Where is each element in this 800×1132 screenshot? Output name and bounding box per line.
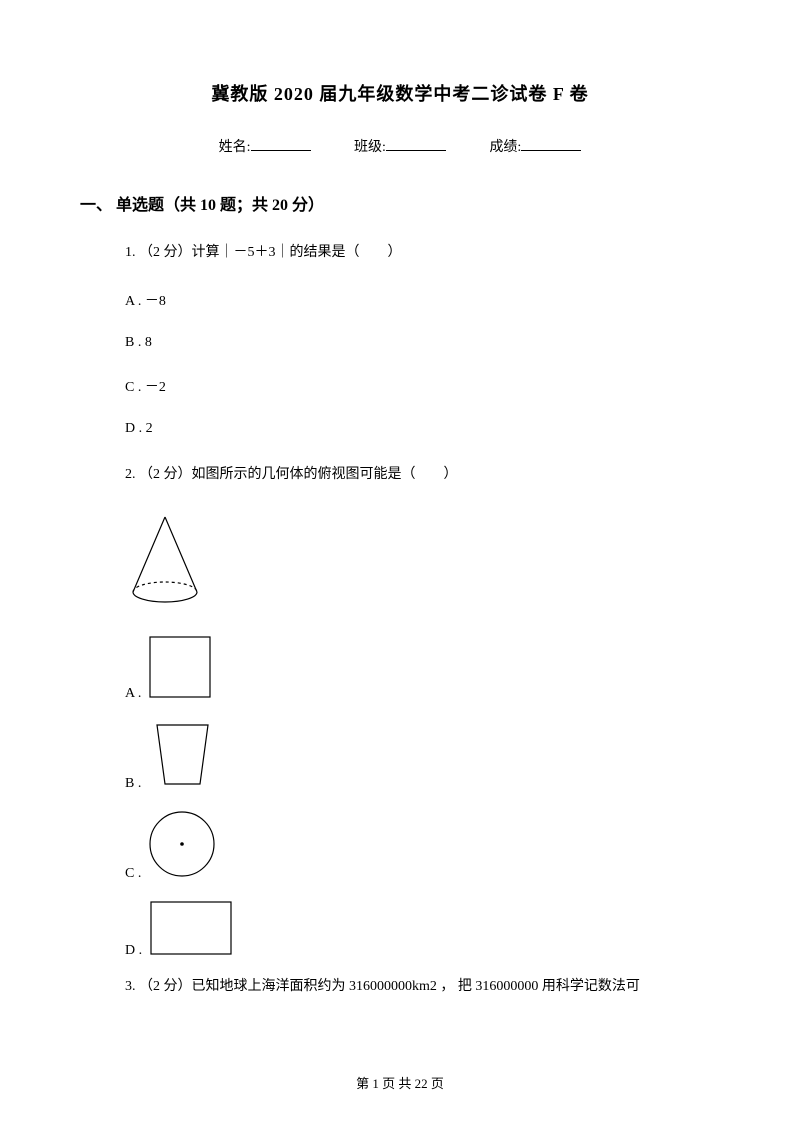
class-label: 班级: [354,140,386,155]
circle-dot-icon [145,807,220,882]
q1-option-d: D . 2 [125,421,705,437]
q2-a-label: A . [125,686,141,702]
q2-option-c: C . [125,807,705,882]
q2-d-label: D . [125,943,142,959]
page-footer: 第 1 页 共 22 页 [0,1073,800,1092]
q1-option-b: B . 8 [125,335,705,351]
q3-text: 3. （2 分）已知地球上海洋面积约为 316000000km2 ， 把 316… [125,974,705,999]
q2-option-a: A . [125,632,705,702]
q2-option-b: B . [125,717,705,792]
trapezoid-icon [145,717,220,792]
page-title: 冀教版 2020 届九年级数学中考二诊试卷 F 卷 [95,80,705,106]
name-label: 姓名: [219,140,251,155]
score-blank [521,150,581,151]
q1-text: 1. （2 分）计算｜－5＋3｜的结果是（ ） [125,240,705,265]
section-header: 一、 单选题（共 10 题；共 20 分） [80,191,705,215]
name-blank [251,150,311,151]
cone-icon [125,512,205,612]
q2-figure-cone [125,512,705,612]
q2-option-d: D . [125,897,705,959]
q2-c-label: C . [125,866,141,882]
q2-b-label: B . [125,776,141,792]
rectangle-icon [146,897,236,959]
score-label: 成绩: [489,140,521,155]
square-icon [145,632,215,702]
student-info-line: 姓名: 班级: 成绩: [95,136,705,156]
q1-option-a: A . －8 [125,290,705,310]
q1-option-c: C . －2 [125,376,705,396]
q2-text: 2. （2 分）如图所示的几何体的俯视图可能是（ ） [125,462,705,487]
class-blank [386,150,446,151]
